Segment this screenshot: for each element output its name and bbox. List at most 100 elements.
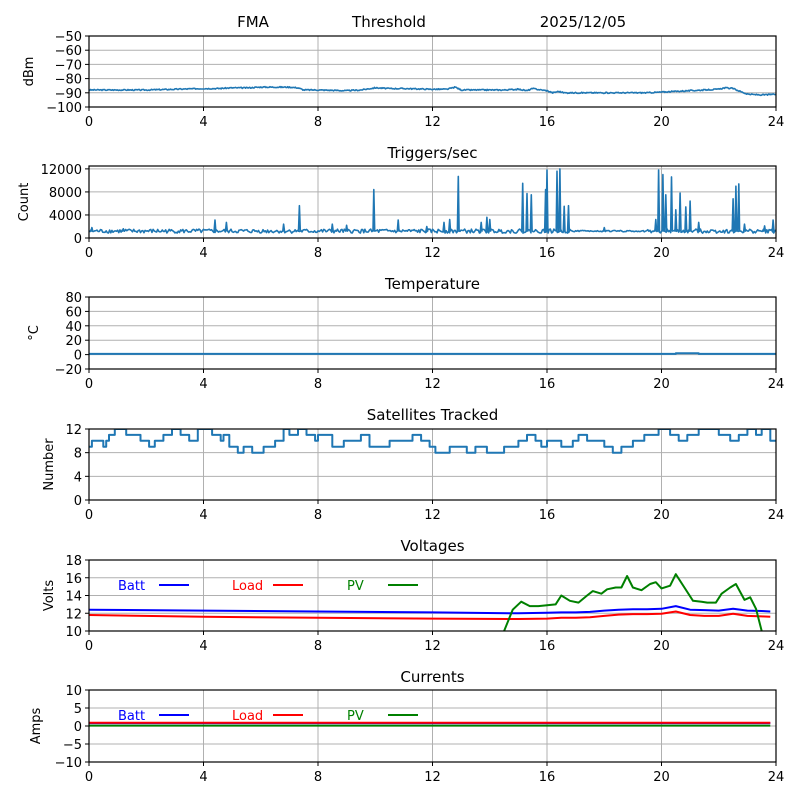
x-tick-label: 20 (653, 246, 670, 261)
series-line-signal (89, 85, 776, 97)
series-line-load (89, 610, 771, 620)
y-tick-label: −20 (55, 363, 82, 378)
x-tick-label: 16 (539, 770, 556, 785)
panel-satellites: 0 4 8 12 16 20 24 0 4 8 12 Satellites Tracked Number (42, 406, 784, 523)
panel-triggers: 0 4 8 12 16 20 24 0 4000 8000 12000 Triggers/sec Cou… (17, 144, 784, 261)
x-tick-label: 20 (653, 508, 670, 523)
y-tick-label: 12 (65, 423, 82, 438)
header-date: 2025/12/05 (540, 13, 626, 31)
legend-label-batt: Batt (118, 579, 145, 594)
x-tick-label: 0 (85, 508, 93, 523)
x-tick-label: 0 (85, 770, 93, 785)
x-tick-label: 4 (199, 639, 207, 654)
y-axis-label-satellites: Number (42, 438, 57, 491)
x-tick-label: 16 (539, 115, 556, 130)
series-line-pv (503, 573, 763, 631)
y-tick-label: 20 (65, 334, 82, 349)
y-tick-label: 0 (74, 720, 82, 735)
y-tick-label: 4000 (49, 209, 82, 224)
panel-title-temperature: Temperature (384, 275, 480, 293)
x-tick-label: 8 (314, 639, 322, 654)
x-tick-label: 8 (314, 508, 322, 523)
y-tick-label: 0 (74, 349, 82, 364)
legend-label-load: Load (232, 709, 263, 724)
x-tick-label: 4 (199, 377, 207, 392)
y-tick-label: −10 (55, 756, 82, 771)
y-tick-label: 8000 (49, 186, 82, 201)
x-tick-label: 16 (539, 246, 556, 261)
series-line-triggers (89, 168, 776, 234)
panel-title-triggers: Triggers/sec (387, 144, 478, 162)
x-tick-label: 0 (85, 246, 93, 261)
y-axis-label-signal: dBm (22, 57, 37, 87)
series-line-batt (89, 605, 771, 615)
y-tick-label: 12 (65, 607, 82, 622)
x-tick-label: 12 (424, 770, 441, 785)
x-tick-label: 4 (199, 770, 207, 785)
x-tick-label: 12 (424, 377, 441, 392)
x-tick-label: 16 (539, 508, 556, 523)
y-axis-label-triggers: Count (17, 183, 32, 222)
x-tick-label: 0 (85, 377, 93, 392)
panel-currents: Batt Load PV 0 4 8 12 16 20 24 −10 −5 0 5 10 Currents Am… (29, 668, 784, 785)
y-tick-label: −5 (63, 738, 82, 753)
x-tick-label: 24 (768, 246, 785, 261)
y-axis-label-temperature: °C (27, 325, 42, 341)
x-tick-label: 8 (314, 115, 322, 130)
y-tick-label: −50 (55, 30, 82, 45)
y-tick-label: 80 (65, 291, 82, 306)
x-tick-label: 24 (768, 508, 785, 523)
x-tick-label: 20 (653, 770, 670, 785)
x-tick-label: 16 (539, 639, 556, 654)
y-tick-label: −90 (55, 87, 82, 102)
x-tick-label: 0 (85, 115, 93, 130)
y-axis-label-currents: Amps (29, 707, 44, 744)
x-tick-label: 8 (314, 770, 322, 785)
y-axis-label-voltages: Volts (42, 580, 57, 612)
x-tick-label: 24 (768, 639, 785, 654)
y-tick-label: 4 (74, 470, 82, 485)
legend-label-batt: Batt (118, 709, 145, 724)
panel-title-currents: Currents (400, 668, 464, 686)
y-tick-label: 8 (74, 447, 82, 462)
x-tick-label: 8 (314, 246, 322, 261)
series-line-temperature (89, 352, 776, 355)
x-tick-label: 16 (539, 377, 556, 392)
y-tick-label: −100 (46, 101, 82, 116)
x-tick-label: 12 (424, 115, 441, 130)
plot-area-triggers (89, 168, 776, 234)
x-tick-label: 24 (768, 770, 785, 785)
y-tick-label: −70 (55, 58, 82, 73)
x-tick-label: 12 (424, 639, 441, 654)
y-tick-label: −80 (55, 73, 82, 88)
panel-signal: 0 4 8 12 16 20 24 −100−90−80−70−60−50 dBm (22, 30, 784, 130)
legend-label-pv: PV (347, 579, 364, 594)
plot-area-signal (89, 85, 776, 97)
plot-area-temperature (89, 352, 776, 355)
x-tick-label: 4 (199, 115, 207, 130)
y-tick-label: 14 (65, 590, 82, 605)
panel-title-satellites: Satellites Tracked (367, 406, 498, 424)
x-tick-label: 20 (653, 377, 670, 392)
plot-area-satellites (89, 429, 776, 454)
y-tick-label: 10 (65, 625, 82, 640)
y-tick-label: 0 (74, 494, 82, 509)
panel-voltages: Batt Load PV 0 4 8 12 16 20 24 10 12 14 16 18 Voltages V… (42, 537, 784, 654)
y-tick-label: 18 (65, 554, 82, 569)
y-tick-label: −60 (55, 44, 82, 59)
x-tick-label: 24 (768, 115, 785, 130)
x-tick-label: 8 (314, 377, 322, 392)
x-tick-label: 12 (424, 246, 441, 261)
plot-area-voltages (89, 573, 771, 631)
x-tick-label: 0 (85, 639, 93, 654)
y-tick-label: 10 (65, 684, 82, 699)
x-tick-label: 4 (199, 246, 207, 261)
y-tick-label: 16 (65, 572, 82, 587)
header-mode: Threshold (351, 13, 426, 31)
y-tick-label: 40 (65, 320, 82, 335)
legend-label-pv: PV (347, 709, 364, 724)
x-tick-label: 20 (653, 115, 670, 130)
header-station: FMA (237, 13, 270, 31)
